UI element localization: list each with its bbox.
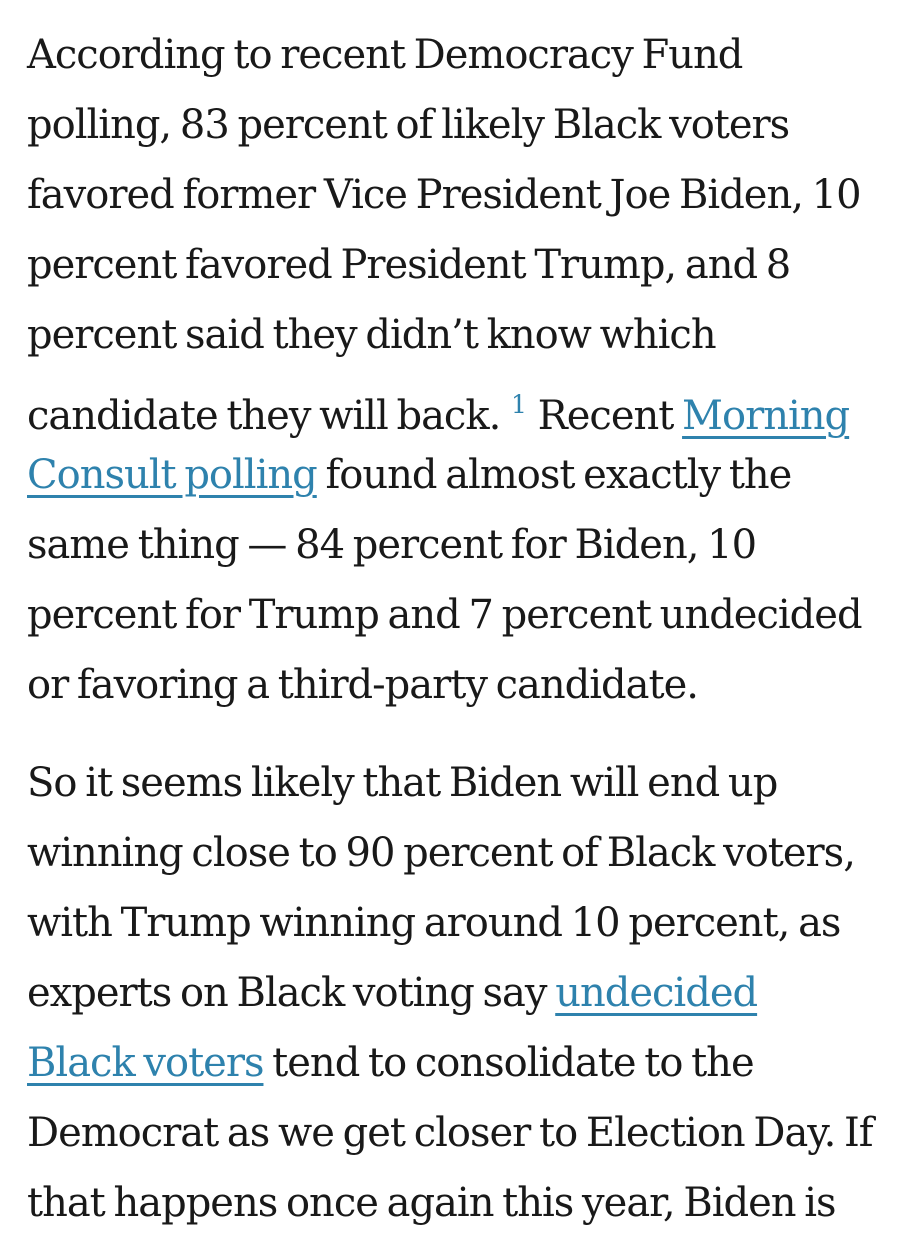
text-line: experts on Black voting say undecided [27,958,898,1028]
text-line-clipped: that happens once again this year, Biden… [27,1168,898,1238]
undecided-black-voters-link[interactable]: undecided [555,970,758,1016]
text-line: or favoring a third-party candidate. [27,650,898,720]
text-line: Consult polling found almost exactly the [27,440,898,510]
text-run: experts on Black voting say [27,970,556,1016]
text-line: So it seems likely that Biden will end u… [27,748,898,818]
text-line: percent favored President Trump, and 8 [27,230,898,300]
text-run: same thing — 84 percent for Biden, 10 [27,522,757,568]
text-run: percent favored President Trump, and 8 [27,242,791,288]
text-line: with Trump winning around 10 percent, as [27,888,898,958]
text-line: According to recent Democracy Fund [27,20,898,90]
text-run: winning close to 90 percent of Black vot… [27,830,856,876]
text-line: percent said they didn’t know which [27,300,898,370]
text-run: with Trump winning around 10 percent, as [27,900,841,946]
text-run: tend to consolidate to the [263,1040,754,1086]
text-run: that happens once again this year, Biden… [27,1180,837,1226]
text-line: percent for Trump and 7 percent undecide… [27,580,898,650]
text-run: percent said they didn’t know which [27,312,717,358]
paragraph-1: According to recent Democracy Fund polli… [27,20,898,720]
text-line: Democrat as we get closer to Election Da… [27,1098,898,1168]
text-run: percent for Trump and 7 percent undecide… [27,592,863,638]
text-run: candidate they will back. [27,393,509,439]
undecided-black-voters-link[interactable]: Black voters [27,1040,264,1086]
text-run: or favoring a third-party candidate. [27,662,699,708]
text-run: found almost exactly the [316,452,792,498]
text-line: favored former Vice President Joe Biden,… [27,160,898,230]
text-run: favored former Vice President Joe Biden,… [27,172,862,218]
text-run: So it seems likely that Biden will end u… [27,760,778,806]
text-run: polling, 83 percent of likely Black vote… [27,102,790,148]
text-line: candidate they will back. 1 Recent Morni… [27,370,898,440]
morning-consult-polling-link[interactable]: Consult polling [27,452,318,498]
footnote-1-link[interactable]: 1 [511,390,527,419]
text-line: winning close to 90 percent of Black vot… [27,818,898,888]
paragraph-2: So it seems likely that Biden will end u… [27,748,898,1238]
text-run: Democrat as we get closer to Election Da… [27,1110,874,1156]
text-run: Recent [528,393,683,439]
text-run: According to recent Democracy Fund [27,32,743,78]
morning-consult-polling-link[interactable]: Morning [682,393,850,439]
text-line: Black voters tend to consolidate to the [27,1028,898,1098]
text-line: polling, 83 percent of likely Black vote… [27,90,898,160]
text-line: same thing — 84 percent for Biden, 10 [27,510,898,580]
